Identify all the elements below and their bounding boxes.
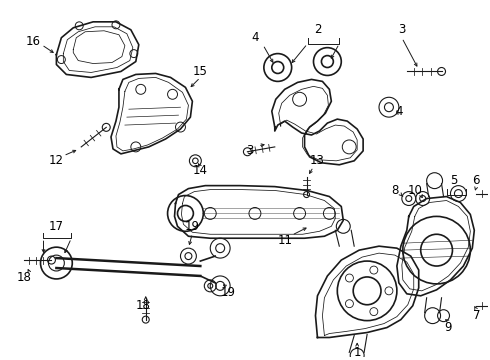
Text: 18: 18 — [16, 271, 31, 284]
Text: 7: 7 — [472, 309, 480, 322]
Text: 11: 11 — [277, 234, 292, 247]
Text: 10: 10 — [407, 184, 422, 197]
Text: 3: 3 — [398, 23, 406, 36]
Text: 18: 18 — [135, 299, 150, 312]
Text: 17: 17 — [49, 220, 64, 233]
Text: 9: 9 — [445, 321, 452, 334]
Text: 16: 16 — [26, 35, 41, 48]
Text: 4: 4 — [251, 31, 259, 44]
Text: 5: 5 — [450, 174, 457, 187]
Text: 12: 12 — [49, 154, 64, 167]
Text: 15: 15 — [193, 65, 208, 78]
Text: 14: 14 — [193, 164, 208, 177]
Text: 13: 13 — [310, 154, 325, 167]
Text: 1: 1 — [353, 346, 361, 359]
Text: 3: 3 — [246, 144, 254, 157]
Text: 6: 6 — [472, 174, 480, 187]
Text: 4: 4 — [395, 105, 403, 118]
Text: 8: 8 — [391, 184, 398, 197]
Text: 2: 2 — [314, 23, 321, 36]
Text: 19: 19 — [185, 220, 200, 233]
Text: 19: 19 — [220, 286, 236, 299]
